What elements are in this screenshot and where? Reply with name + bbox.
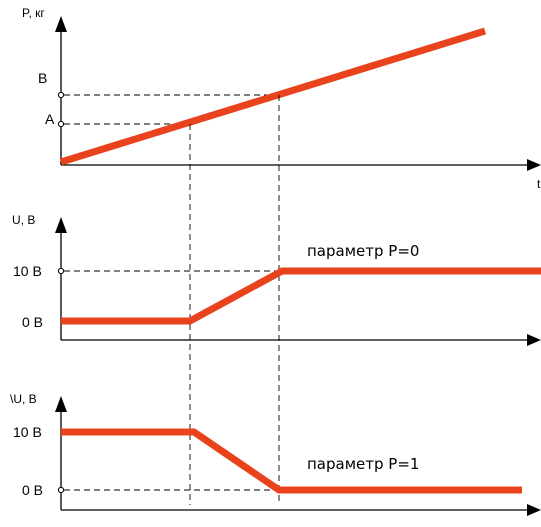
top-marker-b-label: B — [38, 70, 48, 86]
bottom-signal-line — [61, 428, 522, 494]
bottom-tick-0b-label: 0 B — [22, 482, 44, 498]
top-x-axis-label: t — [537, 177, 541, 191]
top-marker-a-label: A — [45, 111, 55, 127]
bottom-tick-10b-label: 10 B — [13, 424, 42, 440]
middle-annotation: параметр P=0 — [307, 242, 420, 260]
top-graph — [55, 16, 541, 171]
middle-tick-10b — [57, 267, 65, 275]
top-x-arrow-icon — [527, 159, 541, 171]
top-tick-a — [57, 120, 65, 128]
middle-y-axis-label: U, B — [12, 213, 36, 227]
bottom-y-arrow-icon — [55, 396, 67, 412]
bottom-y-axis-label: \U, B — [10, 392, 37, 406]
middle-y-arrow-icon — [55, 217, 67, 233]
bottom-x-arrow-icon — [527, 504, 541, 516]
middle-x-arrow-icon — [527, 334, 541, 346]
bottom-tick-0b — [57, 486, 65, 494]
bottom-annotation: параметр P=1 — [307, 455, 420, 473]
middle-tick-10b-label: 10 B — [13, 263, 42, 279]
top-y-arrow-icon — [55, 16, 67, 32]
middle-signal-line — [61, 267, 541, 325]
bottom-graph — [55, 396, 541, 516]
top-signal-line — [59, 27, 487, 166]
middle-tick-0b-label: 0 B — [22, 314, 44, 330]
top-tick-b — [57, 91, 65, 99]
middle-graph — [55, 217, 541, 346]
top-y-axis-label: P, кг — [22, 6, 45, 20]
